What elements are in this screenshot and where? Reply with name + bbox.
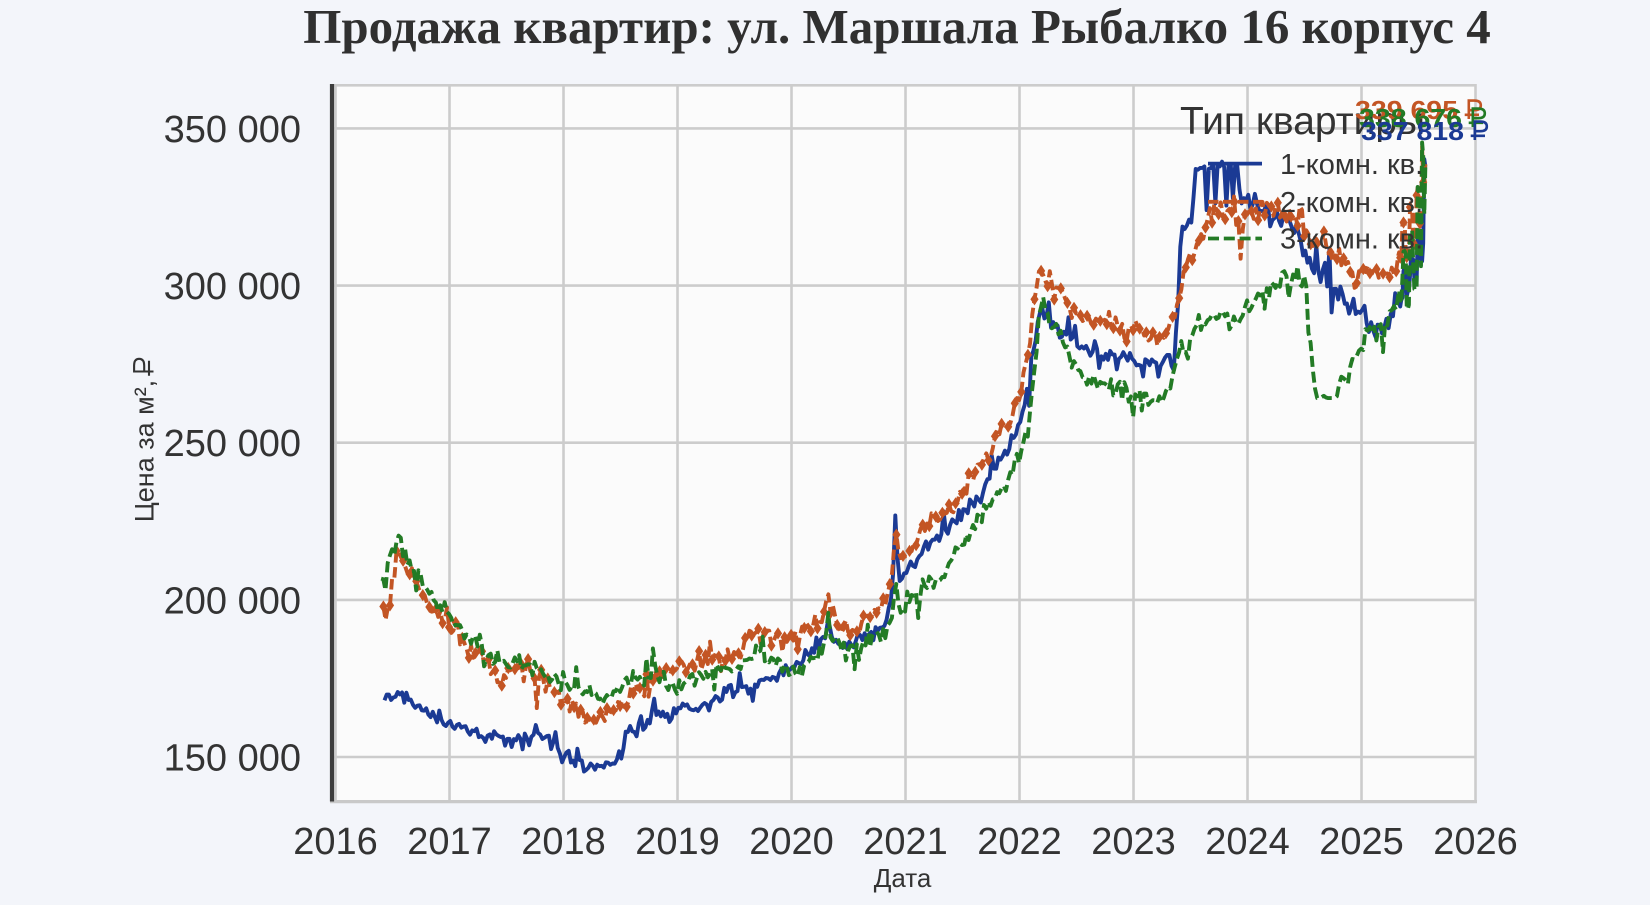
svg-text:2017: 2017 xyxy=(407,821,492,863)
svg-text:338 676: 338 676 xyxy=(1359,103,1462,133)
svg-text:2019: 2019 xyxy=(635,821,720,863)
svg-text:2024: 2024 xyxy=(1205,821,1290,863)
svg-text:Продажа квартир: ул. Маршала Р: Продажа квартир: ул. Маршала Рыбалко 16 … xyxy=(303,0,1491,54)
svg-text:Дата: Дата xyxy=(874,863,932,893)
svg-text:Цена за м²,: Цена за м², xyxy=(130,380,160,522)
svg-text:2021: 2021 xyxy=(863,821,948,863)
svg-text:350 000: 350 000 xyxy=(164,109,301,151)
svg-text:339 695: 339 695 xyxy=(1355,95,1458,125)
svg-text:2018: 2018 xyxy=(521,821,606,863)
svg-text:200 000: 200 000 xyxy=(164,580,301,622)
svg-text:2025: 2025 xyxy=(1319,821,1404,863)
svg-text:337 818: 337 818 xyxy=(1361,116,1464,146)
svg-text:2016: 2016 xyxy=(293,821,378,863)
svg-text:250 000: 250 000 xyxy=(164,423,301,465)
svg-text:2020: 2020 xyxy=(749,821,834,863)
svg-text:3-комн. кв.: 3-комн. кв. xyxy=(1280,224,1423,256)
svg-text:2026: 2026 xyxy=(1433,821,1518,863)
svg-text:2-комн. кв.: 2-комн. кв. xyxy=(1280,187,1423,219)
svg-text:2023: 2023 xyxy=(1091,821,1176,863)
svg-text:1-комн. кв.: 1-комн. кв. xyxy=(1280,149,1423,181)
svg-text:Тип квартиры: Тип квартиры xyxy=(1180,100,1425,143)
svg-text:150 000: 150 000 xyxy=(164,738,301,780)
svg-text:2022: 2022 xyxy=(977,821,1062,863)
svg-text:300 000: 300 000 xyxy=(164,266,301,308)
